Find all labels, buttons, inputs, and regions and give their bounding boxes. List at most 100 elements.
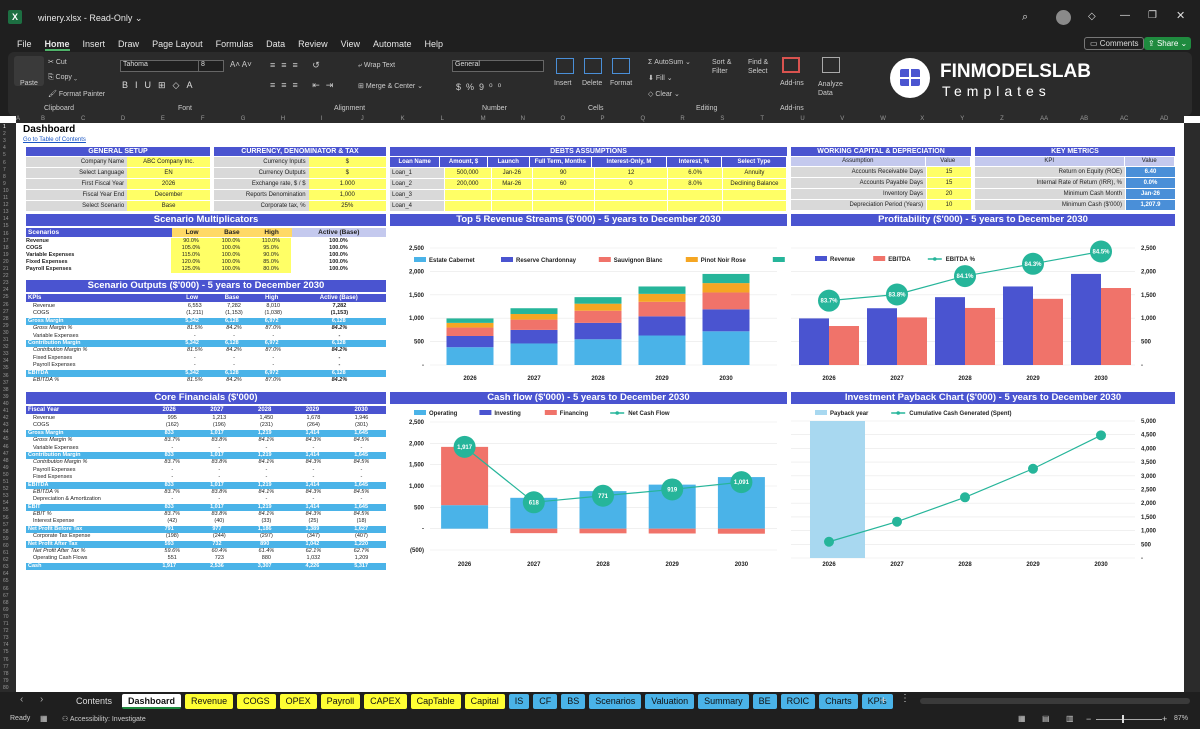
horizontal-scrollbar[interactable]	[920, 698, 1190, 704]
debt-cell[interactable]	[668, 190, 722, 200]
debt-cell[interactable]	[594, 190, 668, 200]
row-header[interactable]: 1	[3, 124, 6, 130]
menu-automate[interactable]: Automate	[373, 39, 412, 49]
row-header[interactable]: 61	[3, 550, 9, 556]
row-header[interactable]: 62	[3, 557, 9, 564]
row-header[interactable]: 17	[3, 237, 9, 244]
menu-data[interactable]: Data	[266, 39, 286, 49]
comments-button[interactable]: ▭ Comments	[1084, 37, 1145, 50]
row-header[interactable]: 51	[3, 479, 9, 485]
wrap-text-button[interactable]: ⤶ Wrap Text	[358, 62, 396, 69]
row-header[interactable]: 75	[3, 649, 9, 656]
row-header[interactable]: 30	[3, 329, 9, 336]
setting-value[interactable]: 2026	[127, 179, 210, 189]
avatar[interactable]	[1056, 10, 1071, 25]
column-header[interactable]: W	[880, 116, 886, 122]
tab-contents[interactable]: Contents	[76, 696, 113, 706]
scenario-mult-cell[interactable]: 115.0%	[171, 252, 211, 259]
column-header[interactable]: T	[760, 116, 765, 122]
close-icon[interactable]: ✕	[1176, 10, 1186, 22]
scenario-mult-cell[interactable]: 100.0%	[211, 252, 251, 259]
scenario-mult-cell[interactable]: 80.0%	[251, 266, 291, 273]
tab-payroll[interactable]: Payroll	[320, 694, 361, 709]
addins-button[interactable]: Add-ins	[780, 80, 804, 87]
font-grow-icon[interactable]: A˄ A˅	[230, 60, 252, 69]
wc-value[interactable]: 10	[927, 200, 971, 210]
zoom-slider[interactable]	[1096, 719, 1162, 720]
row-header[interactable]: 55	[3, 507, 9, 514]
row-header[interactable]: 69	[3, 606, 9, 613]
insert-cells-icon[interactable]	[556, 58, 574, 74]
menu-view[interactable]: View	[340, 39, 361, 49]
debt-cell[interactable]: Annuity	[722, 168, 786, 178]
debt-cell[interactable]: Jan-26	[491, 168, 532, 178]
scenario-mult-cell[interactable]: 100.0%	[211, 259, 251, 266]
row-header[interactable]: 47	[3, 450, 9, 457]
row-header[interactable]: 5	[3, 152, 6, 159]
column-header[interactable]: AB	[1080, 116, 1089, 122]
column-header[interactable]: E	[160, 116, 165, 122]
accessibility-status[interactable]: ⚇ Accessibility: Investigate	[62, 716, 146, 723]
page-break-view-icon[interactable]: ▥	[1066, 714, 1074, 723]
tab-cf[interactable]: CF	[533, 694, 558, 709]
row-header[interactable]: 71	[3, 621, 9, 627]
diamond-icon[interactable]: ◇	[1088, 11, 1096, 22]
row-header[interactable]: 21	[3, 266, 9, 272]
menu-insert[interactable]: Insert	[82, 39, 106, 49]
column-header[interactable]: S	[720, 116, 725, 122]
row-header[interactable]: 9	[3, 180, 6, 187]
scenario-mult-cell[interactable]: 100.0%	[211, 266, 251, 273]
row-header[interactable]: 35	[3, 365, 9, 372]
setting-value[interactable]: Base	[127, 201, 210, 211]
row-header[interactable]: 6	[3, 159, 6, 166]
tab-revenue[interactable]: Revenue	[185, 694, 234, 709]
format-cells-icon[interactable]	[612, 58, 630, 74]
menu-review[interactable]: Review	[298, 39, 328, 49]
font-name-select[interactable]: Tahoma	[120, 60, 206, 72]
debt-cell[interactable]	[722, 201, 786, 211]
wc-value[interactable]: 20	[927, 189, 971, 199]
debt-cell[interactable]	[722, 190, 786, 200]
paste-icon[interactable]	[14, 56, 44, 86]
find-select-button[interactable]: Find & Select	[748, 59, 769, 75]
column-header[interactable]: C	[80, 116, 86, 122]
menu-home[interactable]: Home	[44, 39, 70, 51]
row-header[interactable]: 41	[3, 408, 9, 414]
scenario-mult-cell[interactable]: 95.0%	[251, 245, 291, 252]
row-header[interactable]: 58	[3, 528, 9, 535]
tab-valuation[interactable]: Valuation	[645, 694, 695, 709]
zoom-out-icon[interactable]: −	[1086, 714, 1092, 724]
row-header[interactable]: 46	[3, 443, 9, 450]
fill-button[interactable]: ⬇ Fill ⌄	[648, 75, 673, 82]
debt-cell[interactable]	[444, 201, 491, 211]
row-header[interactable]: 59	[3, 535, 9, 542]
minimize-icon[interactable]: —	[1120, 10, 1130, 21]
tab-charts[interactable]: Charts	[819, 694, 858, 709]
row-header[interactable]: 57	[3, 521, 9, 528]
debt-cell[interactable]: Declining Balance	[722, 179, 786, 189]
row-header[interactable]: 10	[3, 187, 9, 194]
copy-button[interactable]: ⎘ Copy ⌄	[48, 74, 78, 81]
column-header[interactable]: B	[40, 116, 45, 122]
row-header[interactable]: 64	[3, 571, 9, 578]
row-header[interactable]: 20	[3, 258, 9, 265]
row-header[interactable]: 63	[3, 564, 9, 571]
column-header[interactable]: U	[800, 116, 805, 122]
debt-cell[interactable]	[594, 201, 668, 211]
add-sheet-icon[interactable]: +	[880, 693, 888, 707]
column-header[interactable]: AC	[1120, 116, 1129, 122]
tab-capital[interactable]: Capital	[464, 694, 505, 709]
page-layout-view-icon[interactable]: ▤	[1042, 714, 1050, 723]
column-header[interactable]: AD	[1160, 116, 1169, 122]
scenario-mult-cell[interactable]: 110.0%	[251, 238, 291, 245]
debt-cell[interactable]: 6.0%	[668, 168, 722, 178]
setting-value[interactable]: December	[127, 190, 210, 200]
column-header[interactable]: D	[120, 116, 126, 122]
setting-value[interactable]: 1,000	[308, 190, 386, 200]
tab-opex[interactable]: OPEX	[279, 694, 317, 709]
toc-link[interactable]: Go to Table of Contents	[23, 137, 86, 143]
tab-next-icon[interactable]: ›	[40, 694, 44, 705]
tab-capex[interactable]: CAPEX	[364, 694, 407, 709]
row-header[interactable]: 42	[3, 415, 9, 422]
restore-icon[interactable]: ❐	[1148, 10, 1157, 21]
